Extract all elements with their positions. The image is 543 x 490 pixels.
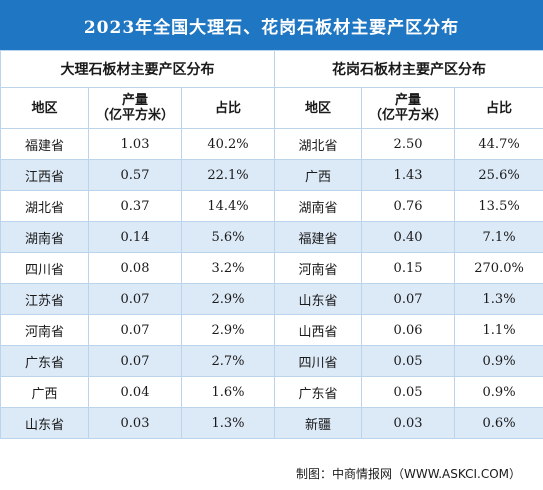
marble-region: 广东省: [0, 345, 89, 377]
granite-region: 河南省: [274, 252, 363, 284]
granite-share: 44.7%: [454, 128, 543, 160]
page-title: 2023年全国大理石、花岗石板材主要产区分布: [0, 0, 543, 50]
marble-share: 14.4%: [180, 190, 276, 222]
granite-region-header: 地区: [274, 87, 363, 129]
granite-output: 0.76: [361, 190, 456, 222]
granite-share: 1.3%: [454, 283, 543, 315]
marble-share: 2.9%: [180, 283, 276, 315]
marble-output-header: 产量 （亿平方米）: [88, 87, 182, 129]
granite-output-header: 产量 （亿平方米）: [361, 87, 456, 129]
marble-share: 3.2%: [180, 252, 276, 284]
source-credit: 制图：中商情报网（WWW.ASKCI.COM）: [296, 467, 521, 481]
table-row: 江西省 0.57 22.1% 广西 1.43 25.6%: [0, 159, 543, 191]
granite-share: 7.1%: [454, 221, 543, 253]
granite-region: 广东省: [274, 376, 363, 408]
marble-section-title: 大理石板材主要产区分布: [0, 50, 276, 88]
granite-region: 湖南省: [274, 190, 363, 222]
production-table: 大理石板材主要产区分布 花岗石板材主要产区分布 地区 产量 （亿平方米） 占比 地…: [0, 50, 543, 439]
granite-output: 0.03: [361, 407, 456, 439]
marble-share: 5.6%: [180, 221, 276, 253]
table-row: 山东省 0.03 1.3% 新疆 0.03 0.6%: [0, 407, 543, 439]
section-header-row: 大理石板材主要产区分布 花岗石板材主要产区分布: [0, 50, 543, 88]
granite-share: 1.1%: [454, 314, 543, 346]
table-row: 江苏省 0.07 2.9% 山东省 0.07 1.3%: [0, 283, 543, 315]
marble-region: 湖北省: [0, 190, 89, 222]
granite-output: 2.50: [361, 128, 456, 160]
header-text: 占比: [486, 100, 513, 116]
table-row: 河南省 0.07 2.9% 山西省 0.06 1.1%: [0, 314, 543, 346]
granite-output: 0.05: [361, 376, 456, 408]
granite-share: 25.6%: [454, 159, 543, 191]
granite-section-title: 花岗石板材主要产区分布: [274, 50, 543, 88]
header-unit: （亿平方米）: [369, 108, 448, 123]
marble-region: 山东省: [0, 407, 89, 439]
marble-output: 0.07: [88, 283, 182, 315]
granite-region: 新疆: [274, 407, 363, 439]
granite-region: 山西省: [274, 314, 363, 346]
granite-output: 0.15: [361, 252, 456, 284]
granite-output: 0.07: [361, 283, 456, 315]
marble-region: 福建省: [0, 128, 89, 160]
granite-region: 湖北省: [274, 128, 363, 160]
granite-output: 0.05: [361, 345, 456, 377]
header-unit: （亿平方米）: [95, 108, 174, 123]
table-row: 福建省 1.03 40.2% 湖北省 2.50 44.7%: [0, 128, 543, 160]
header-text: 产量: [121, 93, 148, 108]
marble-share: 22.1%: [180, 159, 276, 191]
table-row: 湖北省 0.37 14.4% 湖南省 0.76 13.5%: [0, 190, 543, 222]
marble-output: 1.03: [88, 128, 182, 160]
marble-output: 0.03: [88, 407, 182, 439]
marble-share: 2.7%: [180, 345, 276, 377]
marble-share: 40.2%: [180, 128, 276, 160]
table-row: 湖南省 0.14 5.6% 福建省 0.40 7.1%: [0, 221, 543, 253]
marble-share: 1.3%: [180, 407, 276, 439]
marble-share-header: 占比: [180, 87, 276, 129]
table-row: 广西 0.04 1.6% 广东省 0.05 0.9%: [0, 376, 543, 408]
granite-output: 0.40: [361, 221, 456, 253]
marble-output: 0.37: [88, 190, 182, 222]
marble-region: 江苏省: [0, 283, 89, 315]
marble-output: 0.14: [88, 221, 182, 253]
marble-region: 湖南省: [0, 221, 89, 253]
marble-region-header: 地区: [0, 87, 89, 129]
marble-output: 0.07: [88, 314, 182, 346]
marble-region: 广西: [0, 376, 89, 408]
granite-region: 山东省: [274, 283, 363, 315]
granite-region: 福建省: [274, 221, 363, 253]
marble-output: 0.07: [88, 345, 182, 377]
marble-share: 2.9%: [180, 314, 276, 346]
granite-share: 0.9%: [454, 376, 543, 408]
granite-output: 0.06: [361, 314, 456, 346]
granite-share: 270.0%: [454, 252, 543, 284]
granite-share: 0.9%: [454, 345, 543, 377]
granite-region: 广西: [274, 159, 363, 191]
table-row: 四川省 0.08 3.2% 河南省 0.15 270.0%: [0, 252, 543, 284]
marble-region: 四川省: [0, 252, 89, 284]
granite-share: 0.6%: [454, 407, 543, 439]
granite-region: 四川省: [274, 345, 363, 377]
marble-output: 0.08: [88, 252, 182, 284]
granite-output: 1.43: [361, 159, 456, 191]
header-text: 产量: [395, 93, 422, 108]
marble-share: 1.6%: [180, 376, 276, 408]
table-row: 广东省 0.07 2.7% 四川省 0.05 0.9%: [0, 345, 543, 377]
marble-output: 0.04: [88, 376, 182, 408]
marble-output: 0.57: [88, 159, 182, 191]
header-text: 地区: [31, 100, 58, 116]
marble-region: 江西省: [0, 159, 89, 191]
header-text: 地区: [305, 100, 332, 116]
granite-share: 13.5%: [454, 190, 543, 222]
granite-share-header: 占比: [454, 87, 543, 129]
column-header-row: 地区 产量 （亿平方米） 占比 地区 产量 （亿平方米） 占比: [0, 87, 543, 129]
marble-region: 河南省: [0, 314, 89, 346]
header-text: 占比: [215, 100, 242, 116]
